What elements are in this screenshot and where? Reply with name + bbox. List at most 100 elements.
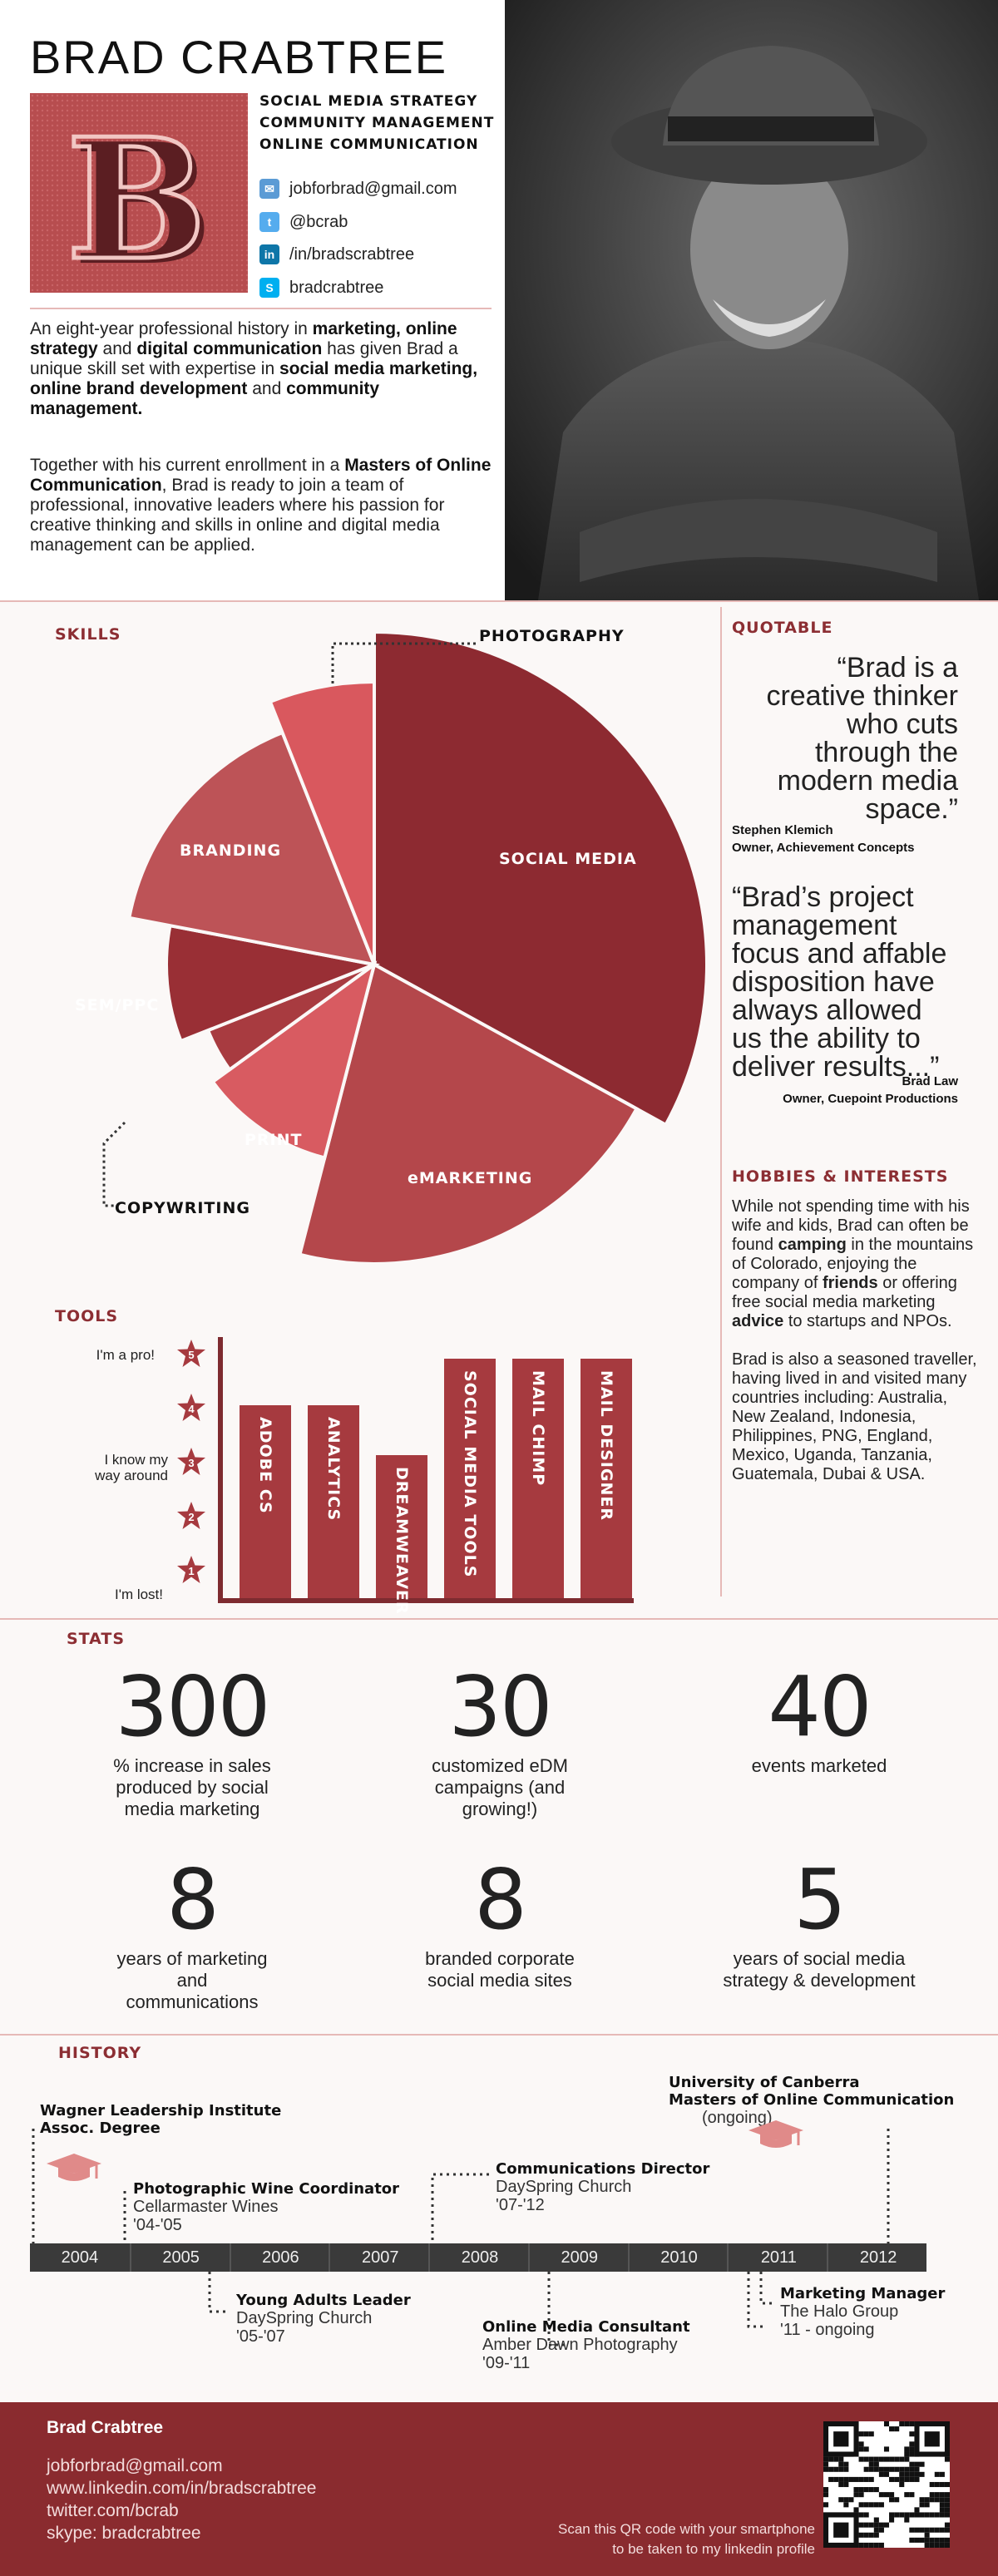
footer-email[interactable]: jobforbrad@gmail.com — [47, 2456, 223, 2475]
photography-leader-line — [331, 642, 478, 683]
stat-1: 300 % increase in sales produced by soci… — [113, 1658, 271, 1819]
portrait-photo — [505, 0, 998, 600]
text-run: digital communication — [136, 339, 323, 358]
page-title: BRAD CRABTREE — [30, 31, 448, 83]
quote-1-author: Stephen Klemich Owner, Achievement Concep… — [732, 823, 915, 855]
pie-label-social-media: SOCIAL MEDIA — [499, 850, 637, 868]
timeline-year: 2004 — [61, 2248, 99, 2267]
history-heading: HISTORY — [58, 2044, 142, 2062]
level-star-3: 3 — [176, 1447, 206, 1481]
text-run: Masters of Online Communication — [30, 456, 492, 495]
text-run: camping — [778, 1236, 847, 1254]
tool-bar-label: SOCIAL MEDIA TOOLS — [461, 1370, 479, 1578]
role-2: COMMUNITY MANAGEMENT — [259, 115, 495, 131]
footer-linkedin[interactable]: www.linkedin.com/in/bradscrabtree — [47, 2479, 317, 2498]
online-media-consultant-event: Online Media Consultant Amber Dawn Photo… — [482, 2318, 690, 2372]
stat-6: 5 years of social media strategy & devel… — [723, 1851, 916, 1991]
wine-coordinator-event: Photographic Wine Coordinator Cellarmast… — [133, 2180, 400, 2234]
tool-bar-dreamweaver: DREAMWEAVER — [376, 1455, 427, 1615]
qr-code[interactable] — [823, 2421, 950, 2548]
footer-skype[interactable]: skype: bradcrabtree — [47, 2524, 201, 2543]
qr-caption: Scan this QR code with your smartphone to… — [558, 2521, 815, 2557]
svg-text:5: 5 — [188, 1349, 194, 1361]
graduation-cap-icon — [747, 2119, 805, 2156]
text-run: marketing, online strategy — [30, 319, 457, 358]
tool-bar-label: MAIL DESIGNER — [597, 1370, 615, 1522]
stats-heading: STATS — [67, 1630, 126, 1648]
monogram-logo: B B — [30, 93, 248, 303]
contact-email[interactable]: ✉ jobforbrad@gmail.com — [259, 176, 457, 201]
section-divider — [0, 600, 998, 602]
tools-x-axis — [218, 1598, 634, 1603]
stat-3: 40 events marketed — [751, 1658, 887, 1776]
text-run: and — [247, 379, 287, 398]
level-1-label: I'm lost! — [114, 1587, 163, 1602]
contact-twitter[interactable]: t @bcrab — [259, 210, 348, 234]
pie-label-branding: BRANDING — [180, 841, 282, 860]
communications-director-event: Communications Director DaySpring Church… — [496, 2160, 710, 2214]
text-run: community management. — [30, 379, 380, 418]
timeline-year: 2007 — [329, 2243, 430, 2272]
footer-name: Brad Crabtree — [47, 2418, 164, 2437]
hobbies-heading: HOBBIES & INTERESTS — [732, 1167, 949, 1186]
svg-text:2: 2 — [188, 1511, 194, 1523]
text-run: in the mountains of Colorado, enjoying t… — [732, 1236, 974, 1292]
tool-bar-adobe-cs: ADOBE CS — [240, 1405, 291, 1598]
divider — [30, 308, 492, 309]
monogram-letter: B — [66, 102, 206, 293]
tool-bar-label: ADOBE CS — [256, 1417, 274, 1514]
quote-1: “Brad is a creative thinker who cuts throu… — [766, 652, 958, 825]
text-run: and — [97, 339, 137, 358]
stat-4: 8 years of marketing and communications — [116, 1851, 268, 2012]
level-star-4: 4 — [176, 1393, 206, 1427]
pie-slice-print — [210, 960, 378, 1160]
pie-label-copywriting: COPYWRITING — [115, 1199, 250, 1217]
text-run: advice — [732, 1312, 784, 1330]
text-run: social media marketing, online brand dev… — [30, 359, 478, 398]
young-adults-leader-event: Young Adults Leader DaySpring Church '05… — [236, 2292, 411, 2346]
graduation-cap-icon — [45, 2152, 103, 2189]
tools-y-axis — [218, 1337, 223, 1603]
section-divider — [0, 2034, 998, 2036]
pie-label-print: PRINT — [245, 1131, 303, 1149]
marketing-manager-event: Marketing Manager The Halo Group '11 - o… — [780, 2285, 946, 2339]
footer-twitter[interactable]: twitter.com/bcrab — [47, 2501, 179, 2520]
pie-slice-emarketing — [298, 962, 640, 1266]
text-run: friends — [822, 1274, 878, 1292]
timeline-year: 2006 — [229, 2243, 331, 2272]
contact-skype[interactable]: S bradcrabtree — [259, 275, 383, 300]
pie-label-sem: SEM/PPC — [75, 996, 160, 1014]
timeline-year: 2012 — [827, 2243, 928, 2272]
svg-text:1: 1 — [188, 1565, 194, 1577]
level-3-label: I know my way around — [95, 1452, 168, 1483]
pie-slice-sem-ppc — [165, 923, 381, 1044]
email-icon: ✉ — [259, 179, 279, 199]
timeline-year: 2010 — [627, 2243, 729, 2272]
pie-slice-social-media — [373, 629, 709, 1128]
pie-label-emarketing: eMARKETING — [408, 1169, 533, 1187]
timeline-connectors — [32, 2129, 890, 2347]
copywriting-leader-line — [102, 1121, 126, 1207]
tool-bar-analytics: ANALYTICS — [308, 1405, 359, 1598]
role-1: SOCIAL MEDIA STRATEGY — [259, 93, 478, 110]
quote-2: “Brad’s project management focus and affab… — [732, 881, 947, 1083]
role-3: ONLINE COMMUNICATION — [259, 136, 479, 153]
contact-linkedin[interactable]: in /in/bradscrabtree — [259, 242, 414, 267]
tool-bar-mail-chimp: MAIL CHIMP — [512, 1359, 564, 1598]
timeline-year: 2011 — [727, 2243, 828, 2272]
svg-text:3: 3 — [188, 1457, 194, 1469]
svg-text:4: 4 — [188, 1403, 195, 1415]
tool-bar-label: DREAMWEAVER — [393, 1467, 411, 1615]
level-star-1: 1 — [176, 1555, 206, 1589]
pie-slice-branding — [126, 730, 378, 967]
twitter-icon: t — [259, 212, 279, 232]
text-run: or offering free social media marketing — [732, 1274, 957, 1311]
timeline-year: 2009 — [527, 2243, 630, 2272]
section-divider — [0, 1618, 998, 1620]
intro-paragraph-2: Together with his current enrollment in … — [30, 456, 492, 555]
timeline-year: 2008 — [428, 2243, 530, 2272]
canberra-event: University of Canberra Masters of Online… — [669, 2074, 955, 2127]
tool-bar-mail-designer: MAIL DESIGNER — [581, 1359, 632, 1598]
text-run: Together with his current enrollment in … — [30, 456, 345, 475]
hobbies-text: While not spending time with his wife an… — [732, 1197, 977, 1483]
